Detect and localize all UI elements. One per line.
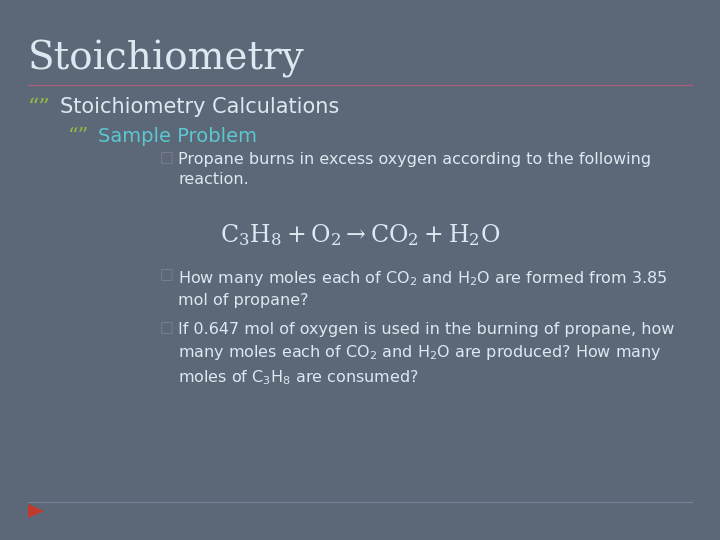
- Text: Stoichiometry: Stoichiometry: [28, 40, 305, 78]
- Text: How many moles each of CO$_2$ and H$_2$O are formed from 3.85
mol of propane?: How many moles each of CO$_2$ and H$_2$O…: [178, 269, 667, 308]
- Text: $\mathregular{C_3H_8 + O_2 \rightarrow CO_2 + H_2O}$: $\mathregular{C_3H_8 + O_2 \rightarrow C…: [220, 222, 500, 248]
- Text: □: □: [160, 320, 174, 335]
- Polygon shape: [28, 504, 44, 518]
- Text: Stoichiometry Calculations: Stoichiometry Calculations: [60, 97, 339, 117]
- Text: Sample Problem: Sample Problem: [98, 127, 257, 146]
- Text: “”: “”: [68, 127, 89, 146]
- Text: □: □: [160, 267, 174, 282]
- Text: Propane burns in excess oxygen according to the following
reaction.: Propane burns in excess oxygen according…: [178, 152, 651, 187]
- Text: If 0.647 mol of oxygen is used in the burning of propane, how
many moles each of: If 0.647 mol of oxygen is used in the bu…: [178, 322, 675, 387]
- Text: □: □: [160, 150, 174, 165]
- Text: “”: “”: [28, 97, 50, 119]
